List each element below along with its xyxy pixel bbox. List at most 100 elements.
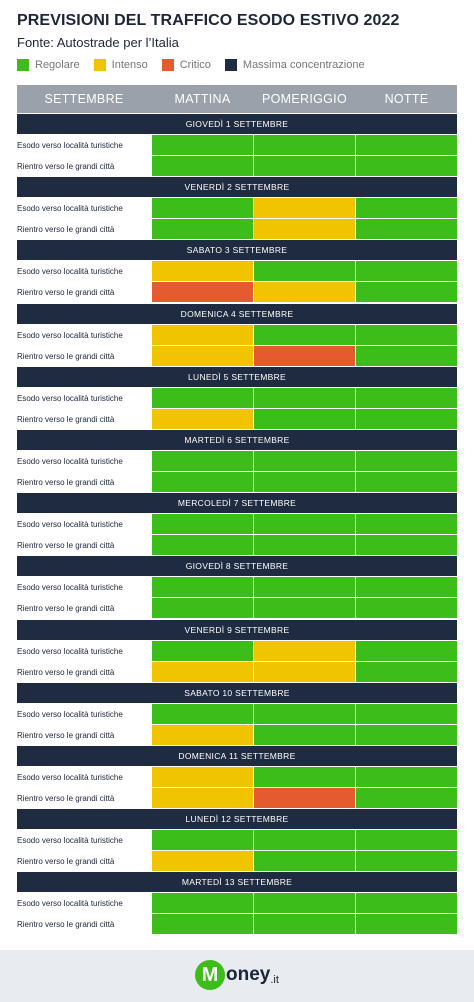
legend-swatch — [161, 59, 174, 71]
traffic-cell — [254, 345, 355, 366]
traffic-cell — [254, 408, 355, 429]
legend-swatch — [93, 59, 106, 71]
traffic-cell — [152, 893, 253, 914]
row-label-esodo: Esodo verso località turistiche — [17, 773, 123, 782]
day-header: MERCOLEDÌ 7 SETTEMBRE — [17, 493, 457, 514]
traffic-cell — [254, 724, 355, 745]
row-label-esodo: Esodo verso località turistiche — [17, 204, 123, 214]
row-label-rientro: Rientro verso le grandi città — [17, 351, 115, 361]
footer — [0, 950, 474, 1002]
legend-item-critico: Critico — [161, 59, 211, 71]
traffic-cell — [152, 914, 253, 935]
day-header: MARTEDÌ 6 SETTEMBRE — [17, 430, 457, 450]
traffic-cell — [254, 261, 355, 282]
row-label-rientro: Rientro verso le grandi città — [17, 541, 115, 551]
legend: Regolare Intenso Critico Massima concent… — [17, 58, 379, 72]
legend-item-intenso: Intenso — [93, 59, 148, 71]
traffic-cell — [356, 851, 457, 872]
traffic-cell — [254, 514, 355, 535]
column-header-month: SETTEMBRE — [44, 92, 124, 106]
traffic-cell — [254, 703, 355, 724]
traffic-cell — [356, 703, 457, 724]
row-label-rientro: Rientro verso le grandi città — [17, 667, 115, 677]
legend-swatch — [17, 59, 29, 71]
traffic-cell — [152, 451, 253, 471]
row-label-esodo: Esodo verso località turistiche — [17, 330, 123, 340]
traffic-cell — [152, 408, 253, 429]
traffic-cell — [356, 535, 457, 556]
traffic-cell — [152, 219, 253, 240]
row-label-rientro: Rientro verso le grandi città — [17, 288, 115, 298]
traffic-cell — [356, 893, 457, 914]
traffic-cell — [152, 577, 253, 598]
traffic-cell — [152, 345, 253, 366]
traffic-cell — [254, 135, 355, 155]
legend-label: Regolare — [35, 59, 80, 71]
row-label-rientro: Rientro verso le grandi città — [17, 920, 115, 930]
traffic-cell — [254, 387, 355, 408]
day-header: DOMENICA 11 SETTEMBRE — [17, 746, 457, 766]
column-header-pomeriggio: POMERIGGIO — [262, 92, 347, 106]
traffic-cell — [356, 324, 457, 345]
day-header: LUNEDÌ 12 SETTEMBRE — [17, 809, 457, 830]
row-label-esodo: Esodo verso località turistiche — [17, 267, 123, 277]
day-header: DOMENICA 4 SETTEMBRE — [17, 303, 457, 324]
row-label-esodo: Esodo verso località turistiche — [17, 393, 123, 403]
column-header-notte: NOTTE — [384, 92, 429, 106]
day-header: VENERDÌ 2 SETTEMBRE — [17, 177, 457, 198]
day-header: GIOVEDÌ 8 SETTEMBRE — [17, 556, 457, 577]
traffic-cell — [356, 135, 457, 155]
traffic-cell — [152, 851, 253, 872]
traffic-cell — [254, 893, 355, 914]
traffic-cell — [356, 514, 457, 535]
traffic-cell — [152, 830, 253, 851]
row-label-rientro: Rientro verso le grandi città — [17, 414, 115, 424]
legend-swatch — [224, 59, 237, 71]
day-header: SABATO 10 SETTEMBRE — [17, 682, 457, 703]
legend-label: Intenso — [111, 59, 148, 71]
traffic-cell — [152, 198, 253, 219]
traffic-cell — [254, 219, 355, 240]
traffic-cell — [152, 640, 253, 661]
traffic-cell — [152, 788, 253, 808]
traffic-cell — [254, 830, 355, 851]
money-logo: M oney .it — [195, 957, 279, 993]
traffic-cell — [152, 156, 253, 176]
traffic-cell — [356, 767, 457, 787]
traffic-cell — [152, 387, 253, 408]
row-label-esodo: Esodo verso località turistiche — [17, 520, 123, 530]
row-label-rientro: Rientro verso le grandi città — [17, 730, 115, 740]
traffic-cell — [356, 156, 457, 176]
traffic-cell — [254, 535, 355, 556]
traffic-cell — [356, 914, 457, 935]
traffic-cell — [152, 724, 253, 745]
row-label-esodo: Esodo verso località turistiche — [17, 457, 123, 466]
traffic-cell — [356, 451, 457, 471]
traffic-cell — [254, 914, 355, 935]
traffic-cell — [254, 451, 355, 471]
logo-m-icon: M — [195, 960, 225, 990]
row-label-rientro: Rientro verso le grandi città — [17, 225, 115, 235]
traffic-cell — [356, 472, 457, 492]
row-label-rientro: Rientro verso le grandi città — [17, 478, 115, 487]
traffic-cell — [152, 472, 253, 492]
traffic-cell — [356, 345, 457, 366]
traffic-cell — [152, 535, 253, 556]
traffic-cell — [356, 788, 457, 808]
logo-text: oney — [226, 964, 271, 985]
traffic-cell — [356, 598, 457, 619]
traffic-cell — [356, 408, 457, 429]
legend-item-regolare: Regolare — [17, 59, 80, 71]
traffic-cell — [356, 198, 457, 219]
traffic-cell — [254, 788, 355, 808]
row-label-esodo: Esodo verso località turistiche — [17, 899, 123, 909]
day-header: GIOVEDÌ 1 SETTEMBRE — [17, 114, 457, 134]
traffic-cell — [356, 830, 457, 851]
traffic-cell — [356, 282, 457, 303]
traffic-cell — [152, 324, 253, 345]
traffic-cell — [254, 156, 355, 176]
traffic-cell — [356, 640, 457, 661]
traffic-cell — [152, 261, 253, 282]
traffic-cell — [152, 514, 253, 535]
traffic-cell — [152, 661, 253, 682]
